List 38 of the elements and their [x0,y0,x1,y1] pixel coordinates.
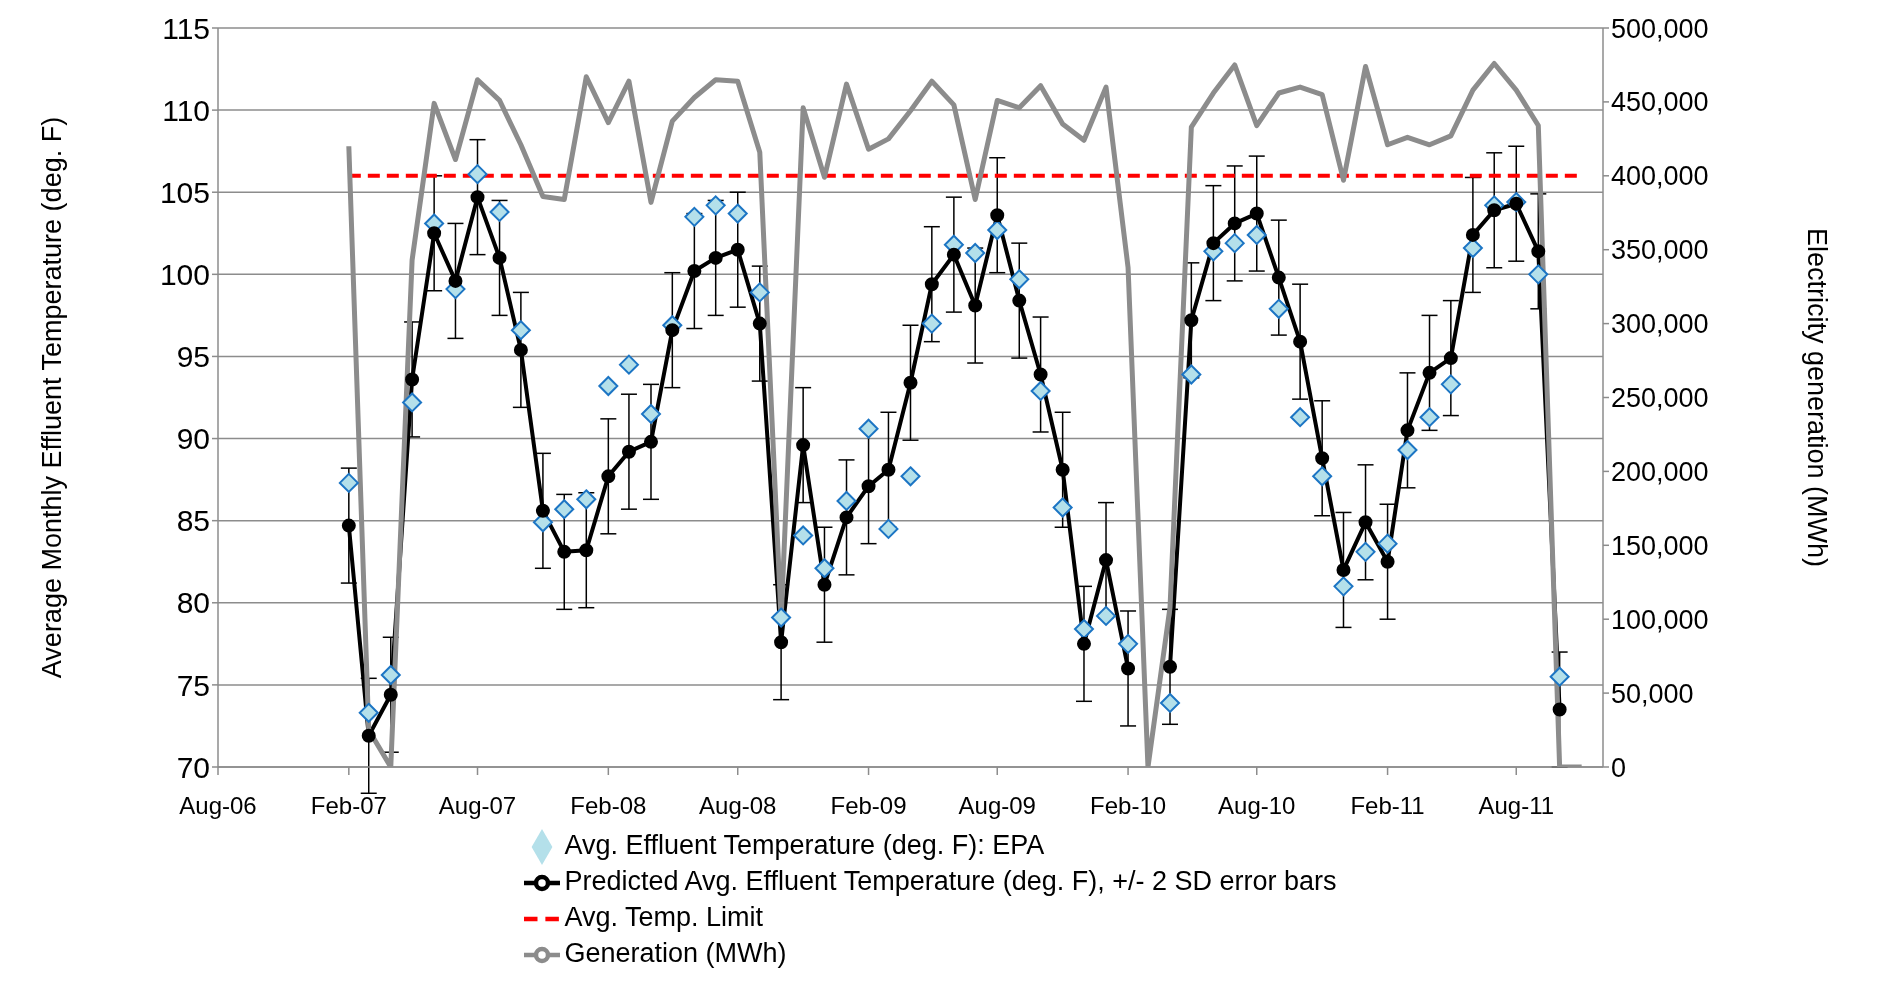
x-tick-label: Aug-10 [1218,792,1296,820]
y2-tick-label: 250,000 [1611,383,1709,414]
y-tick-label: 110 [162,93,210,127]
y2-tick-label: 400,000 [1611,161,1709,192]
x-tick-label: Feb-10 [1090,792,1167,820]
y2-tick-label: 300,000 [1611,309,1709,340]
y2-tick-label: 450,000 [1611,87,1709,118]
y2-tick-label: 0 [1611,752,1627,783]
y2-axis-title: Electricity generation (MWh) [1802,227,1833,568]
x-tick-label: Feb-11 [1350,792,1425,820]
x-tick-label: Feb-09 [830,792,907,820]
x-tick-label: Aug-08 [699,792,777,820]
y2-tick-label: 500,000 [1611,13,1709,44]
x-tick-label: Aug-09 [958,792,1036,820]
y-tick-label: 90 [176,422,210,456]
y2-tick-label: 100,000 [1611,604,1709,635]
y-tick-label: 70 [176,750,210,784]
y2-tick-label: 200,000 [1611,456,1709,487]
y2-tick-label: 350,000 [1611,235,1709,266]
y-tick-label: 80 [176,586,210,620]
y-tick-label: 115 [162,11,210,45]
y-tick-label: 100 [159,257,210,291]
y-tick-label: 85 [176,504,210,538]
legend-label: Avg. Effluent Temperature (deg. F): EPA [564,830,1045,861]
legend-label: Predicted Avg. Effluent Temperature (deg. F), +/- 2 SD error bars [564,866,1337,897]
y2-tick-label: 50,000 [1611,678,1694,709]
legend-label: Avg. Temp. Limit [564,902,764,933]
y-axis-title: Average Monthly Effluent Temperature (deg. F) [36,116,67,679]
x-tick-label: Feb-07 [310,792,387,820]
y-tick-label: 75 [176,668,210,702]
y-tick-label: 95 [176,340,210,374]
x-tick-label: Aug-11 [1478,792,1555,820]
legend-label: Generation (MWh) [564,938,787,969]
y2-tick-label: 150,000 [1611,530,1709,561]
y-tick-label: 105 [159,175,210,209]
x-tick-label: Aug-07 [438,792,517,820]
x-tick-label: Feb-08 [570,792,647,820]
x-tick-label: Aug-06 [179,792,257,820]
